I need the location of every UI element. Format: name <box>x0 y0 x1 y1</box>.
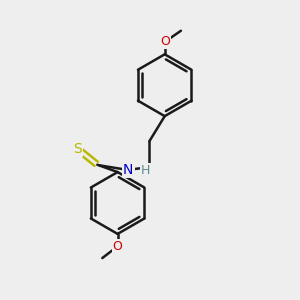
Text: O: O <box>113 240 122 253</box>
Text: S: S <box>73 142 82 155</box>
Text: O: O <box>160 35 170 48</box>
Text: H: H <box>141 164 150 177</box>
Text: N: N <box>123 163 134 177</box>
